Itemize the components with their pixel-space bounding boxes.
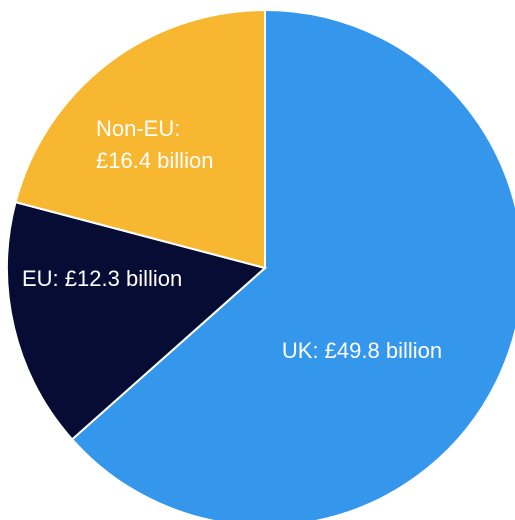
labels-layer: UK: £49.8 billion EU: £12.3 billion Non-EU… [22, 116, 442, 363]
pie-slice-eu [6, 200, 268, 441]
slice-label-non-eu: Non-EU: £16.4 billion [96, 116, 213, 173]
slice-label-line: £16.4 billion [96, 148, 213, 173]
slice-label-line: EU: £12.3 billion [22, 266, 182, 291]
slice-label-eu: EU: £12.3 billion [22, 266, 182, 291]
slice-label-line: Non-EU: [96, 116, 180, 141]
slice-label-uk: UK: £49.8 billion [282, 338, 442, 363]
pie-slice-uk [70, 8, 515, 520]
slice-label-line: UK: £49.8 billion [282, 338, 442, 363]
slices-layer [6, 8, 515, 520]
pie-slice-non-eu [14, 8, 266, 270]
